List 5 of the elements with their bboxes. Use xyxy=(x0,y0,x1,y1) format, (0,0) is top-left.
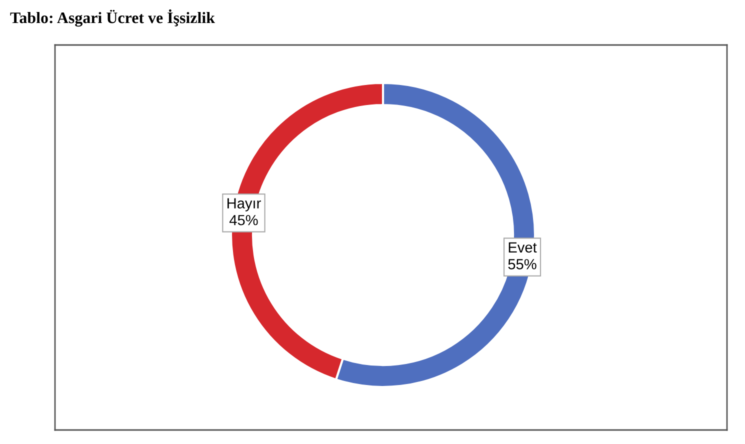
slice-label: Evet xyxy=(508,242,537,253)
data-label: 55% xyxy=(508,259,536,270)
data-label: 45% xyxy=(229,214,258,226)
chart-title: Tablo: Asgari Ücret ve İşsizlik xyxy=(10,9,215,27)
slice-label: Hayır xyxy=(228,198,261,212)
